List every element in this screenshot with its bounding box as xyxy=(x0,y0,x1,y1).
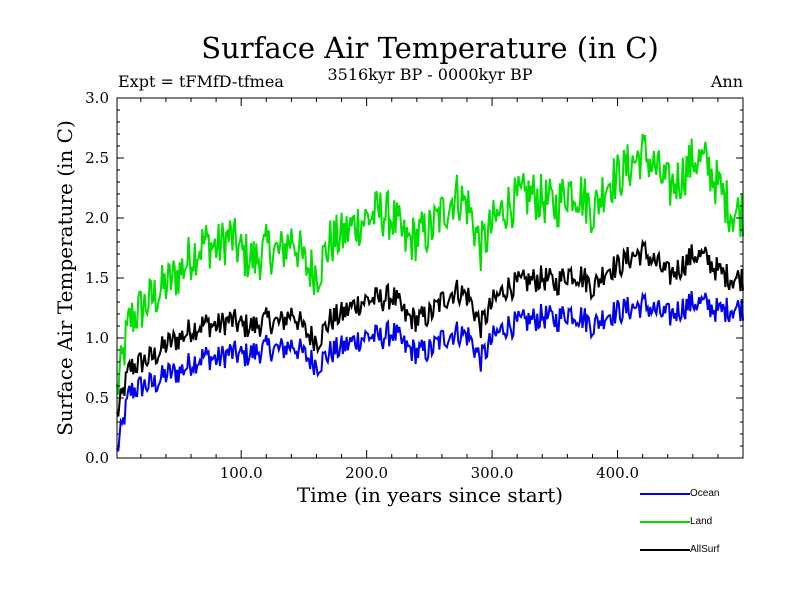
x-tick-label: 400.0 xyxy=(596,464,639,482)
y-tick-label: 0.5 xyxy=(85,389,109,407)
y-tick-label: 0.0 xyxy=(85,449,109,467)
legend-label-ocean: Ocean xyxy=(690,488,719,499)
chart-subtitle: 3516kyr BP - 0000kyr BP xyxy=(328,65,533,84)
y-axis: 0.0 0.5 1.0 1.5 2.0 2.5 3.0 xyxy=(85,89,743,467)
y-tick-label: 1.5 xyxy=(85,269,109,287)
plot-frame xyxy=(116,97,744,459)
y-axis-label: Surface Air Temperature (in C) xyxy=(53,120,77,436)
series-line-land xyxy=(116,133,744,395)
chart-title: Surface Air Temperature (in C) xyxy=(201,31,659,65)
x-tick-label: 300.0 xyxy=(471,464,514,482)
y-tick-label: 1.0 xyxy=(85,329,109,347)
period-label: Ann xyxy=(710,72,743,91)
x-axis-label: Time (in years since start) xyxy=(297,483,563,507)
legend-label-allsurf: AllSurf xyxy=(690,544,720,555)
plot-area xyxy=(116,133,744,452)
y-tick-label: 2.0 xyxy=(85,209,109,227)
series-line-ocean xyxy=(116,291,744,452)
legend-label-land: Land xyxy=(690,516,712,527)
experiment-label: Expt = tFMfD-tfmea xyxy=(118,72,284,91)
legend: Ocean Land AllSurf xyxy=(640,488,720,555)
x-tick-label: 200.0 xyxy=(345,464,388,482)
series-line-allsurf xyxy=(116,238,744,417)
y-tick-label: 3.0 xyxy=(85,89,109,107)
x-axis: 100.0 200.0 300.0 400.0 xyxy=(140,98,719,482)
y-tick-label: 2.5 xyxy=(85,149,109,167)
x-tick-label: 100.0 xyxy=(220,464,263,482)
